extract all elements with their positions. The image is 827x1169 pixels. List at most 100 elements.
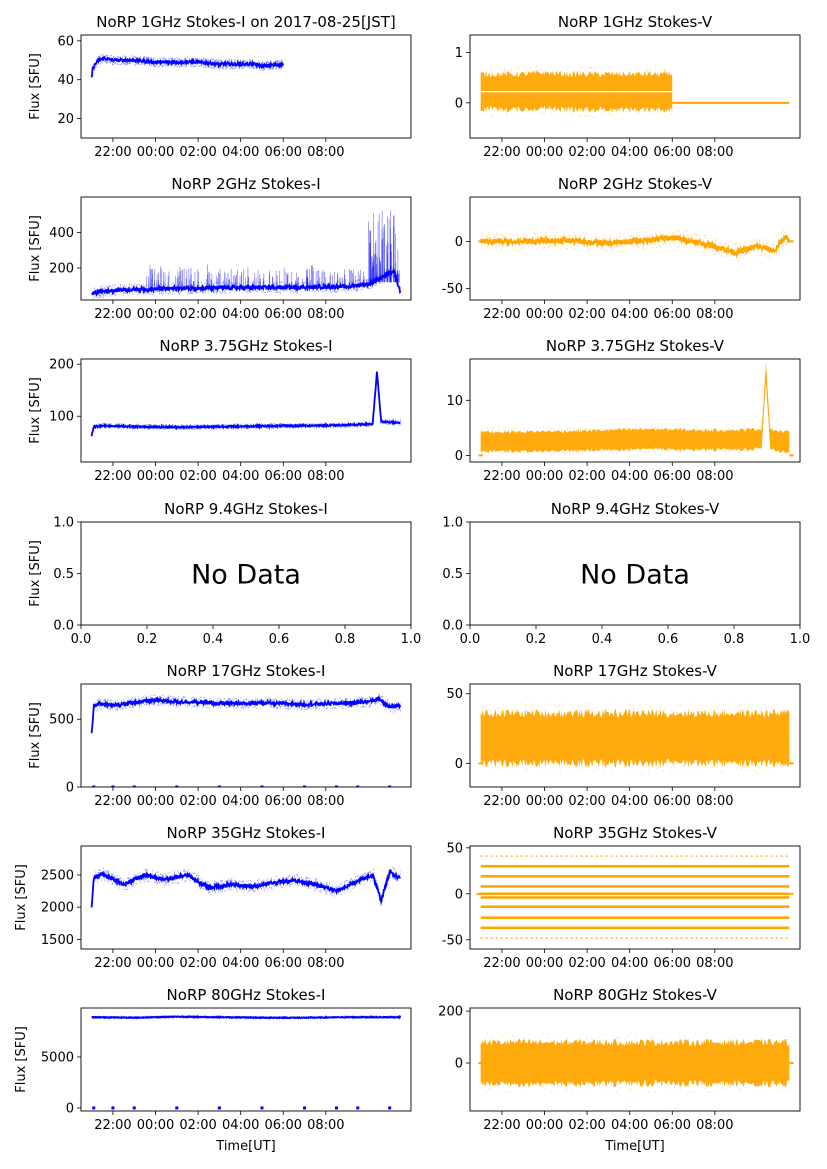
x-tick-label: 06:00 bbox=[654, 307, 691, 322]
series-line bbox=[90, 56, 285, 78]
x-tick-label: 04:00 bbox=[222, 469, 259, 484]
series-zero-mark bbox=[356, 785, 360, 787]
x-tick-label: 08:00 bbox=[307, 794, 344, 809]
x-tick-label: 0.2 bbox=[526, 632, 547, 647]
series-zero-mark bbox=[388, 1106, 392, 1110]
x-tick-label: 08:00 bbox=[307, 145, 344, 160]
axes-frame bbox=[80, 34, 412, 139]
axes-frame bbox=[469, 521, 801, 626]
axes-frame bbox=[469, 358, 801, 463]
y-tick-label: 1500 bbox=[41, 933, 74, 948]
y-tick-label: 0 bbox=[455, 449, 463, 464]
axes-frame bbox=[469, 683, 801, 788]
panel-title: NoRP 35GHz Stokes-V bbox=[553, 824, 718, 842]
x-tick-label: 06:00 bbox=[654, 956, 691, 971]
panel-0: NoRP 1GHz Stokes-I on 2017-08-25[JST] Flu… bbox=[28, 13, 412, 160]
panel-7: NoRP 9.4GHz Stokes-V 0.0 0.2 0.4 0.6 0.8 1.0 0.… bbox=[442, 500, 810, 647]
y-tick-label: 20 bbox=[57, 112, 74, 127]
panel-10: NoRP 35GHz Stokes-I Flux [SFU] 22:00 00:00 0… bbox=[14, 824, 412, 971]
plot-area bbox=[478, 701, 794, 775]
x-tick-label: 02:00 bbox=[179, 1118, 216, 1133]
x-tick-label: 04:00 bbox=[222, 307, 259, 322]
plot-area bbox=[90, 54, 285, 78]
axes-frame bbox=[80, 1007, 412, 1112]
x-tick-label: 02:00 bbox=[568, 1118, 605, 1133]
axes-frame bbox=[469, 1007, 801, 1112]
x-tick-label: 08:00 bbox=[696, 794, 733, 809]
x-tick-label: 22:00 bbox=[94, 307, 131, 322]
y-tick-label: 0.5 bbox=[442, 567, 463, 582]
plot-area bbox=[90, 866, 402, 909]
axes-frame bbox=[80, 845, 412, 950]
x-tick-label: 04:00 bbox=[222, 1118, 259, 1133]
y-tick-label: 200 bbox=[49, 358, 74, 373]
x-tick-label: 08:00 bbox=[307, 1118, 344, 1133]
series-band bbox=[480, 362, 790, 454]
series-zero-mark bbox=[260, 785, 264, 787]
panel-9: NoRP 17GHz Stokes-V 22:00 00:00 02:00 04:00 0… bbox=[446, 662, 801, 809]
x-tick-label: 22:00 bbox=[94, 469, 131, 484]
x-tick-label: 04:00 bbox=[611, 794, 648, 809]
plot-area bbox=[90, 693, 402, 787]
x-tick-label: 22:00 bbox=[483, 307, 520, 322]
axes-frame bbox=[80, 521, 412, 626]
x-tick-label: 02:00 bbox=[568, 145, 605, 160]
series-zero-mark bbox=[111, 785, 115, 787]
x-tick-label: 00:00 bbox=[137, 1118, 174, 1133]
y-tick-label: 0 bbox=[66, 781, 74, 796]
y-tick-label: 0 bbox=[455, 235, 463, 250]
panel-12: NoRP 80GHz Stokes-I Flux [SFU] 22:00 00:00 0… bbox=[14, 986, 412, 1133]
series-noise bbox=[480, 701, 789, 775]
series-noise bbox=[481, 1032, 791, 1094]
x-tick-label: 06:00 bbox=[265, 1118, 302, 1133]
x-tick-label: 04:00 bbox=[611, 307, 648, 322]
x-tick-label: 06:00 bbox=[265, 469, 302, 484]
y-tick-label: -50 bbox=[442, 933, 463, 948]
x-tick-label: 0.6 bbox=[269, 632, 290, 647]
y-tick-label: 0.5 bbox=[53, 567, 74, 582]
x-tick-label: 00:00 bbox=[526, 794, 563, 809]
y-tick-label: 1 bbox=[455, 46, 463, 61]
x-tick-label: 0.4 bbox=[592, 632, 613, 647]
panel-title: NoRP 3.75GHz Stokes-V bbox=[546, 337, 725, 355]
x-tick-label: 06:00 bbox=[265, 307, 302, 322]
axes-frame bbox=[469, 845, 801, 950]
x-tick-label: 0.8 bbox=[335, 632, 356, 647]
x-tick-label: 08:00 bbox=[696, 469, 733, 484]
x-axis-label-right: Time[UT] bbox=[604, 1139, 664, 1154]
x-tick-label: 22:00 bbox=[94, 145, 131, 160]
x-tick-label: 02:00 bbox=[179, 469, 216, 484]
series-noise bbox=[481, 65, 673, 118]
x-tick-label: 08:00 bbox=[696, 1118, 733, 1133]
series-zero-mark bbox=[388, 785, 392, 787]
x-tick-label: 00:00 bbox=[526, 469, 563, 484]
x-tick-label: 0.4 bbox=[203, 632, 224, 647]
x-tick-label: 04:00 bbox=[611, 145, 648, 160]
x-tick-label: 08:00 bbox=[307, 469, 344, 484]
plot-area bbox=[91, 210, 402, 299]
x-tick-label: 00:00 bbox=[526, 145, 563, 160]
y-tick-label: 400 bbox=[49, 226, 74, 241]
x-tick-label: 04:00 bbox=[222, 794, 259, 809]
x-tick-label: 0.8 bbox=[724, 632, 745, 647]
y-tick-label: 10 bbox=[446, 394, 463, 409]
y-tick-label: 1.0 bbox=[442, 516, 463, 531]
y-tick-label: 2000 bbox=[41, 901, 74, 916]
series-zero-mark bbox=[260, 1106, 264, 1110]
x-tick-label: 04:00 bbox=[611, 1118, 648, 1133]
panel-5: NoRP 3.75GHz Stokes-V 22:00 00:00 02:00 04:0… bbox=[446, 337, 801, 484]
panel-title: NoRP 9.4GHz Stokes-V bbox=[551, 500, 720, 518]
axes-frame bbox=[80, 358, 412, 463]
series-zero-mark bbox=[92, 1106, 96, 1110]
x-tick-label: 00:00 bbox=[137, 794, 174, 809]
series-zero-mark bbox=[175, 1106, 179, 1110]
x-tick-label: 00:00 bbox=[137, 956, 174, 971]
panel-1: NoRP 1GHz Stokes-V 22:00 00:00 02:00 04:00 06… bbox=[455, 13, 801, 160]
x-tick-label: 06:00 bbox=[265, 794, 302, 809]
series-band bbox=[480, 708, 790, 768]
y-tick-label: 0 bbox=[455, 887, 463, 902]
series-zero-mark bbox=[303, 785, 307, 787]
x-tick-label: 04:00 bbox=[222, 956, 259, 971]
plot-area bbox=[478, 228, 794, 262]
